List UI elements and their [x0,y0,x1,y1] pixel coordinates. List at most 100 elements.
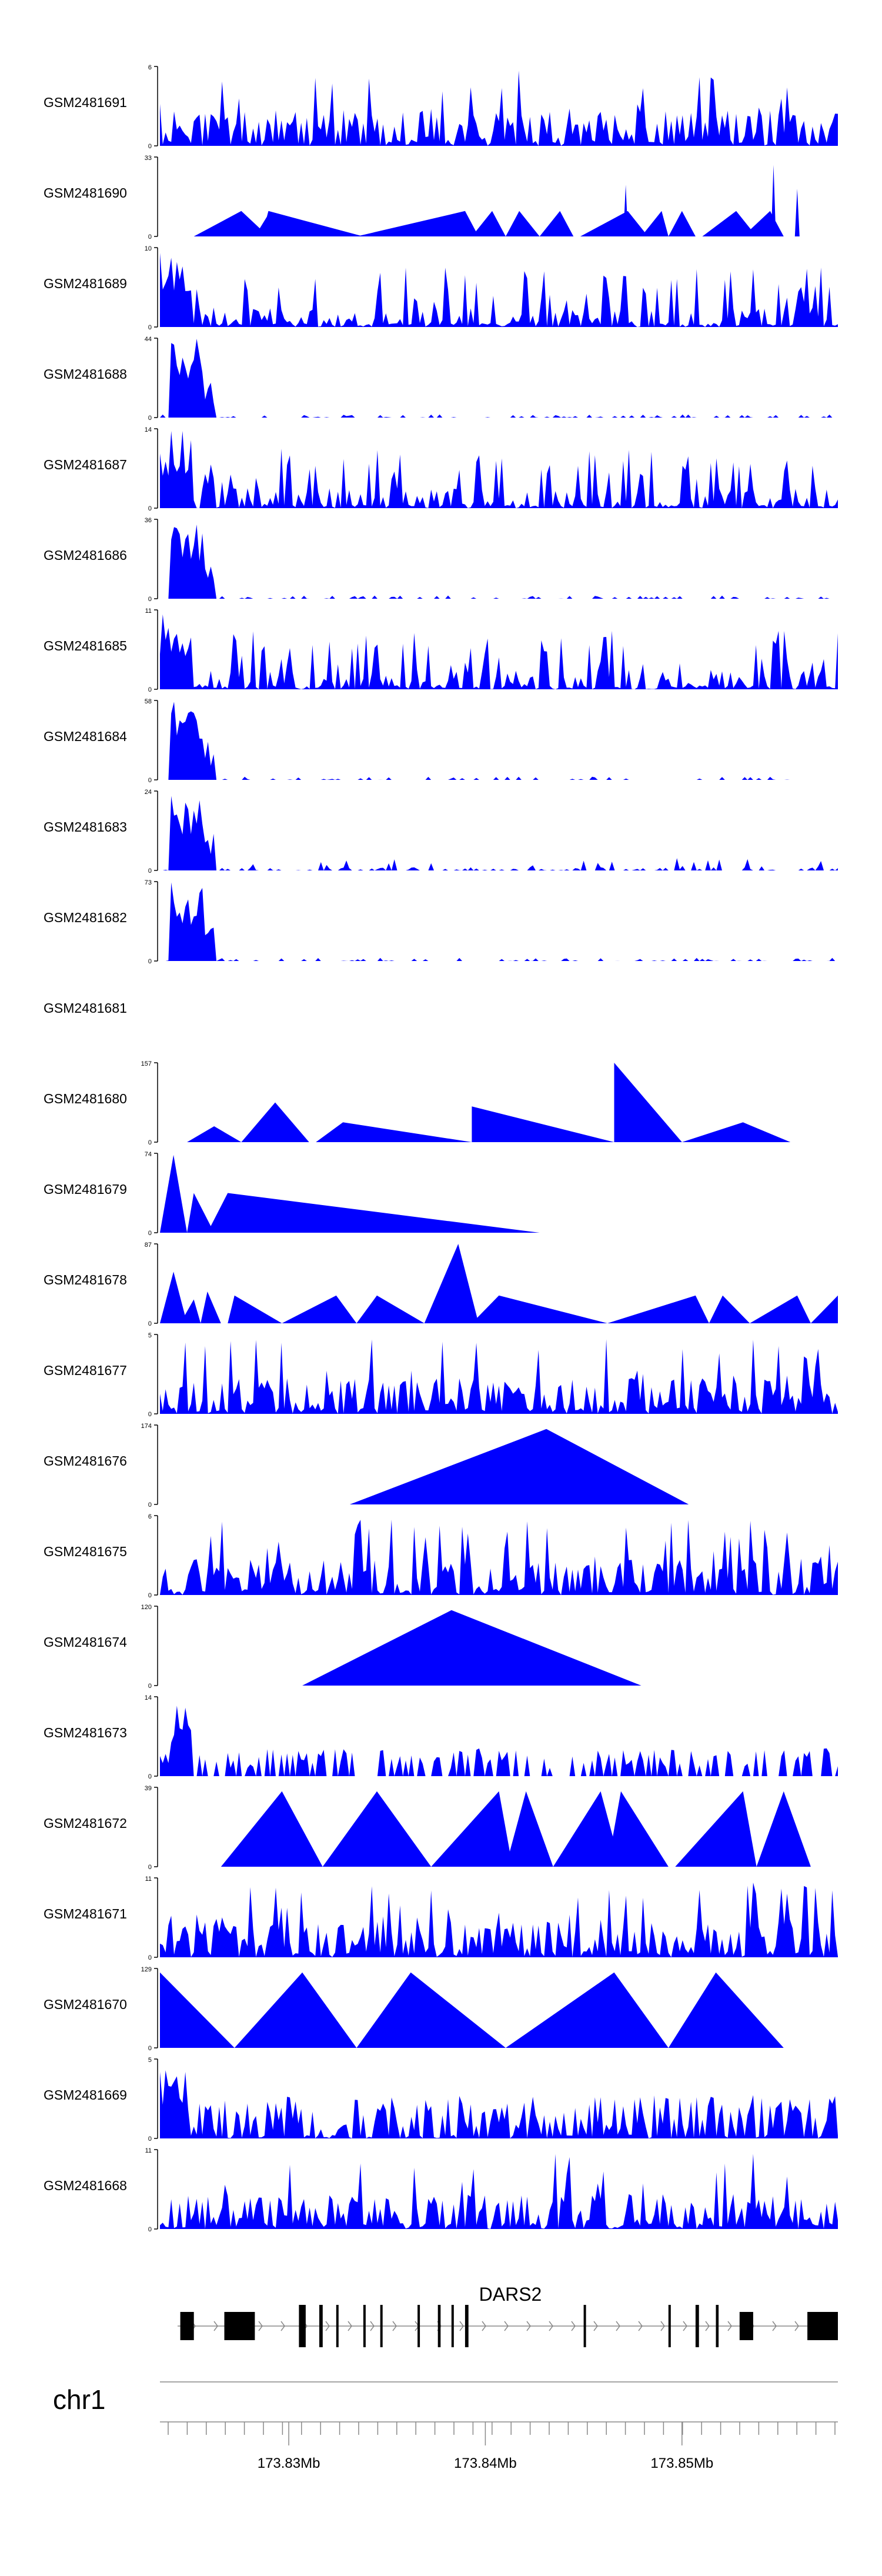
track-label: GSM2481690 [44,185,127,201]
exon [716,2305,719,2347]
track-label: GSM2481689 [44,276,127,291]
track-label: GSM2481674 [44,1634,127,1650]
strand-arrow [593,2321,598,2331]
strand-arrow [482,2321,486,2331]
y-tick-max-label: 6 [148,64,152,71]
y-tick-max-label: 33 [145,155,152,162]
strand-arrow [549,2321,553,2331]
track-GSM2481675: GSM2481675 6 0 [44,1513,838,1599]
exon [336,2305,339,2347]
track-GSM2481691: GSM2481691 6 0 [44,64,838,150]
y-tick-zero-label: 0 [148,1139,152,1146]
coverage-area [160,431,838,508]
exon [417,2305,420,2347]
y-tick-zero-label: 0 [148,1954,152,1961]
y-tick-zero-label: 0 [148,1230,152,1237]
y-tick-zero-label: 0 [148,1592,152,1599]
track-GSM2481679: GSM2481679 74 0 [44,1151,540,1237]
track-label: GSM2481673 [44,1725,127,1740]
track-GSM2481674: GSM2481674 120 0 [44,1604,642,1690]
track-label: GSM2481678 [44,1272,127,1287]
coverage-area [160,1244,838,1323]
coverage-area [160,1882,838,1957]
y-tick-zero-label: 0 [148,2135,152,2143]
track-GSM2481678: GSM2481678 87 0 [44,1242,838,1327]
y-tick-max-label: 74 [145,1151,152,1158]
coverage-area [220,1791,811,1867]
track-GSM2481681: GSM2481681 [44,1000,127,1016]
track-label: GSM2481681 [44,1000,127,1016]
coverage-area [349,1429,689,1504]
track-GSM2481682: GSM2481682 73 0 [44,879,838,965]
y-tick-max-label: 120 [141,1604,152,1611]
track-label: GSM2481679 [44,1182,127,1197]
y-tick-max-label: 11 [145,608,152,615]
strand-arrow [616,2321,620,2331]
track-GSM2481676: GSM2481676 174 0 [44,1423,689,1509]
track-label: GSM2481683 [44,819,127,835]
y-tick-max-label: 39 [145,1785,152,1792]
y-tick-zero-label: 0 [148,324,152,331]
track-GSM2481677: GSM2481677 5 0 [44,1332,838,1418]
strand-arrow [213,2321,218,2331]
track-GSM2481687: GSM2481687 14 0 [44,426,838,512]
y-tick-max-label: 73 [145,879,152,886]
y-tick-max-label: 58 [145,698,152,705]
coverage-area [160,2070,838,2138]
y-tick-zero-label: 0 [148,686,152,693]
y-tick-max-label: 44 [145,336,152,343]
gene-track: DARS2 [178,2284,838,2347]
track-label: GSM2481682 [44,910,127,925]
coverage-area [302,1610,642,1686]
strand-arrow [280,2321,285,2331]
coverage-area [193,165,800,236]
coverage-area [160,796,838,870]
exon [380,2305,383,2347]
y-tick-zero-label: 0 [148,958,152,965]
tick-label: 173.85Mb [650,2455,713,2471]
exon [465,2305,469,2347]
y-tick-zero-label: 0 [148,505,152,512]
genome-axis: 173.83Mb 173.84Mb 173.85Mb [160,2421,838,2471]
track-GSM2481688: GSM2481688 44 0 [44,336,838,422]
exon [299,2305,306,2347]
coverage-area [160,2154,838,2229]
track-label: GSM2481691 [44,95,127,110]
y-tick-max-label: 5 [148,2057,152,2064]
track-label: GSM2481668 [44,2178,127,2193]
track-GSM2481690: GSM2481690 33 0 [44,155,800,241]
y-tick-max-label: 10 [145,245,152,252]
track-GSM2481673: GSM2481673 14 0 [44,1694,838,1780]
coverage-area [160,71,838,146]
y-tick-max-label: 11 [145,1876,152,1883]
exon [437,2305,441,2347]
y-tick-max-label: 6 [148,1513,152,1520]
coverage-area [160,1706,838,1776]
coverage-area [160,339,838,418]
coverage-area [160,614,838,689]
coverage-area [160,1339,838,1414]
track-GSM2481686: GSM2481686 36 0 [44,517,838,603]
track-GSM2481680: GSM2481680 157 0 [44,1060,791,1146]
y-tick-zero-label: 0 [148,1683,152,1690]
track-label: GSM2481671 [44,1906,127,1921]
strand-arrow [504,2321,509,2331]
y-tick-zero-label: 0 [148,1864,152,1871]
exon [668,2305,671,2347]
track-label: GSM2481676 [44,1453,127,1469]
track-GSM2481684: GSM2481684 58 0 [44,698,838,784]
track-label: GSM2481686 [44,548,127,563]
track-label: GSM2481680 [44,1091,127,1106]
track-GSM2481670: GSM2481670 129 0 [44,1966,784,2052]
track-label: GSM2481677 [44,1363,127,1378]
track-label: GSM2481688 [44,366,127,382]
y-tick-zero-label: 0 [148,1411,152,1418]
exon [224,2312,255,2340]
coverage-area [160,702,838,780]
y-tick-zero-label: 0 [148,867,152,875]
y-tick-zero-label: 0 [148,143,152,150]
exon [180,2312,194,2340]
y-tick-max-label: 5 [148,1332,152,1339]
y-tick-zero-label: 0 [148,2045,152,2052]
track-GSM2481668: GSM2481668 11 0 [44,2147,838,2233]
